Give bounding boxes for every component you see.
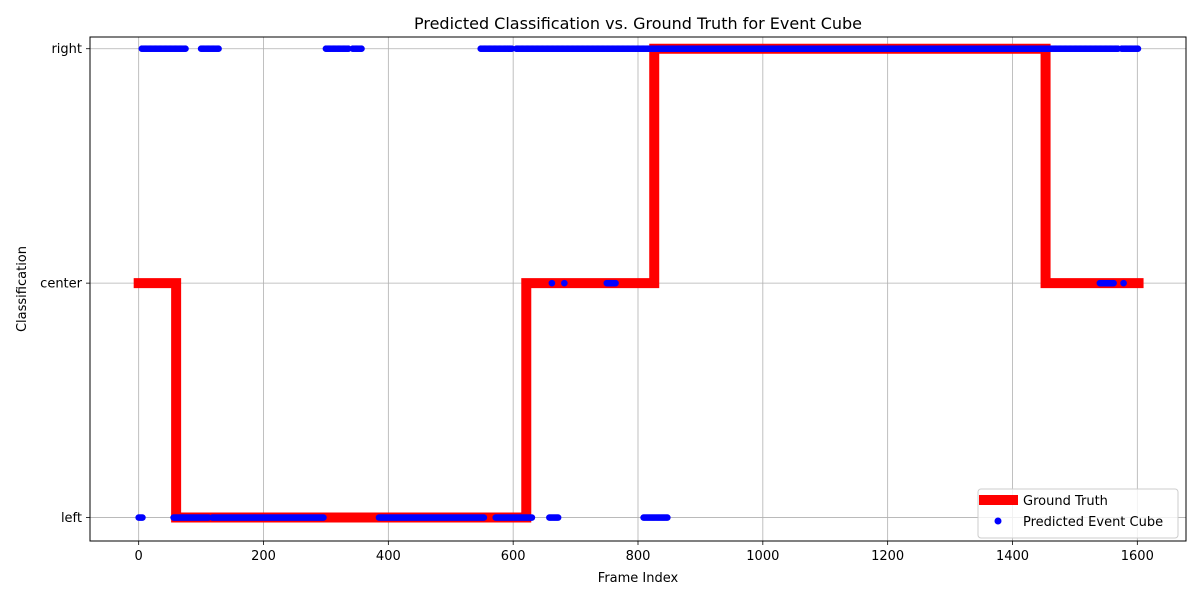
predicted-point xyxy=(1120,279,1127,287)
predicted-point xyxy=(139,514,146,521)
predicted-point xyxy=(612,279,619,287)
legend-label-predicted: Predicted Event Cube xyxy=(1023,515,1163,530)
legend: Ground Truth Predicted Event Cube xyxy=(977,488,1179,539)
legend-swatch-predicted xyxy=(994,517,1002,525)
y-axis-label: Classification xyxy=(15,246,30,332)
predicted-point xyxy=(664,514,671,521)
predicted-point xyxy=(480,514,488,521)
x-tick-label: 200 xyxy=(251,549,276,564)
y-tick-label: right xyxy=(51,42,82,57)
predicted-point xyxy=(1134,45,1142,53)
predicted-point xyxy=(548,279,556,287)
x-axis-label: Frame Index xyxy=(598,571,679,586)
y-axis-ticks: left center right xyxy=(40,42,90,526)
legend-label-ground-truth: Ground Truth xyxy=(1023,494,1108,509)
predicted-point xyxy=(320,514,327,521)
chart-title: Predicted Classification vs. Ground Trut… xyxy=(414,14,862,33)
predicted-point xyxy=(182,45,189,53)
x-tick-label: 1200 xyxy=(871,549,904,564)
predicted-point xyxy=(561,279,568,287)
predicted-point xyxy=(215,45,222,53)
x-tick-label: 1000 xyxy=(746,549,779,564)
predicted-point xyxy=(554,514,562,521)
ground-truth-line xyxy=(133,43,1144,523)
predicted-point xyxy=(1110,279,1117,287)
legend-swatch-ground-truth xyxy=(979,495,1018,505)
x-tick-label: 1400 xyxy=(996,549,1029,564)
x-tick-label: 800 xyxy=(626,549,651,564)
x-tick-label: 1600 xyxy=(1121,549,1154,564)
y-tick-label: left xyxy=(61,511,82,526)
predicted-point xyxy=(528,514,536,521)
predicted-series xyxy=(135,45,1142,521)
x-tick-label: 600 xyxy=(501,549,526,564)
x-axis-ticks: 0 200 400 600 800 1000 1200 1400 1600 xyxy=(135,541,1154,564)
legend-box xyxy=(977,488,1179,539)
x-tick-label: 400 xyxy=(376,549,401,564)
predicted-point xyxy=(358,45,365,53)
ground-truth-series xyxy=(133,43,1144,523)
x-tick-label: 0 xyxy=(135,549,143,564)
y-tick-label: center xyxy=(40,277,82,292)
